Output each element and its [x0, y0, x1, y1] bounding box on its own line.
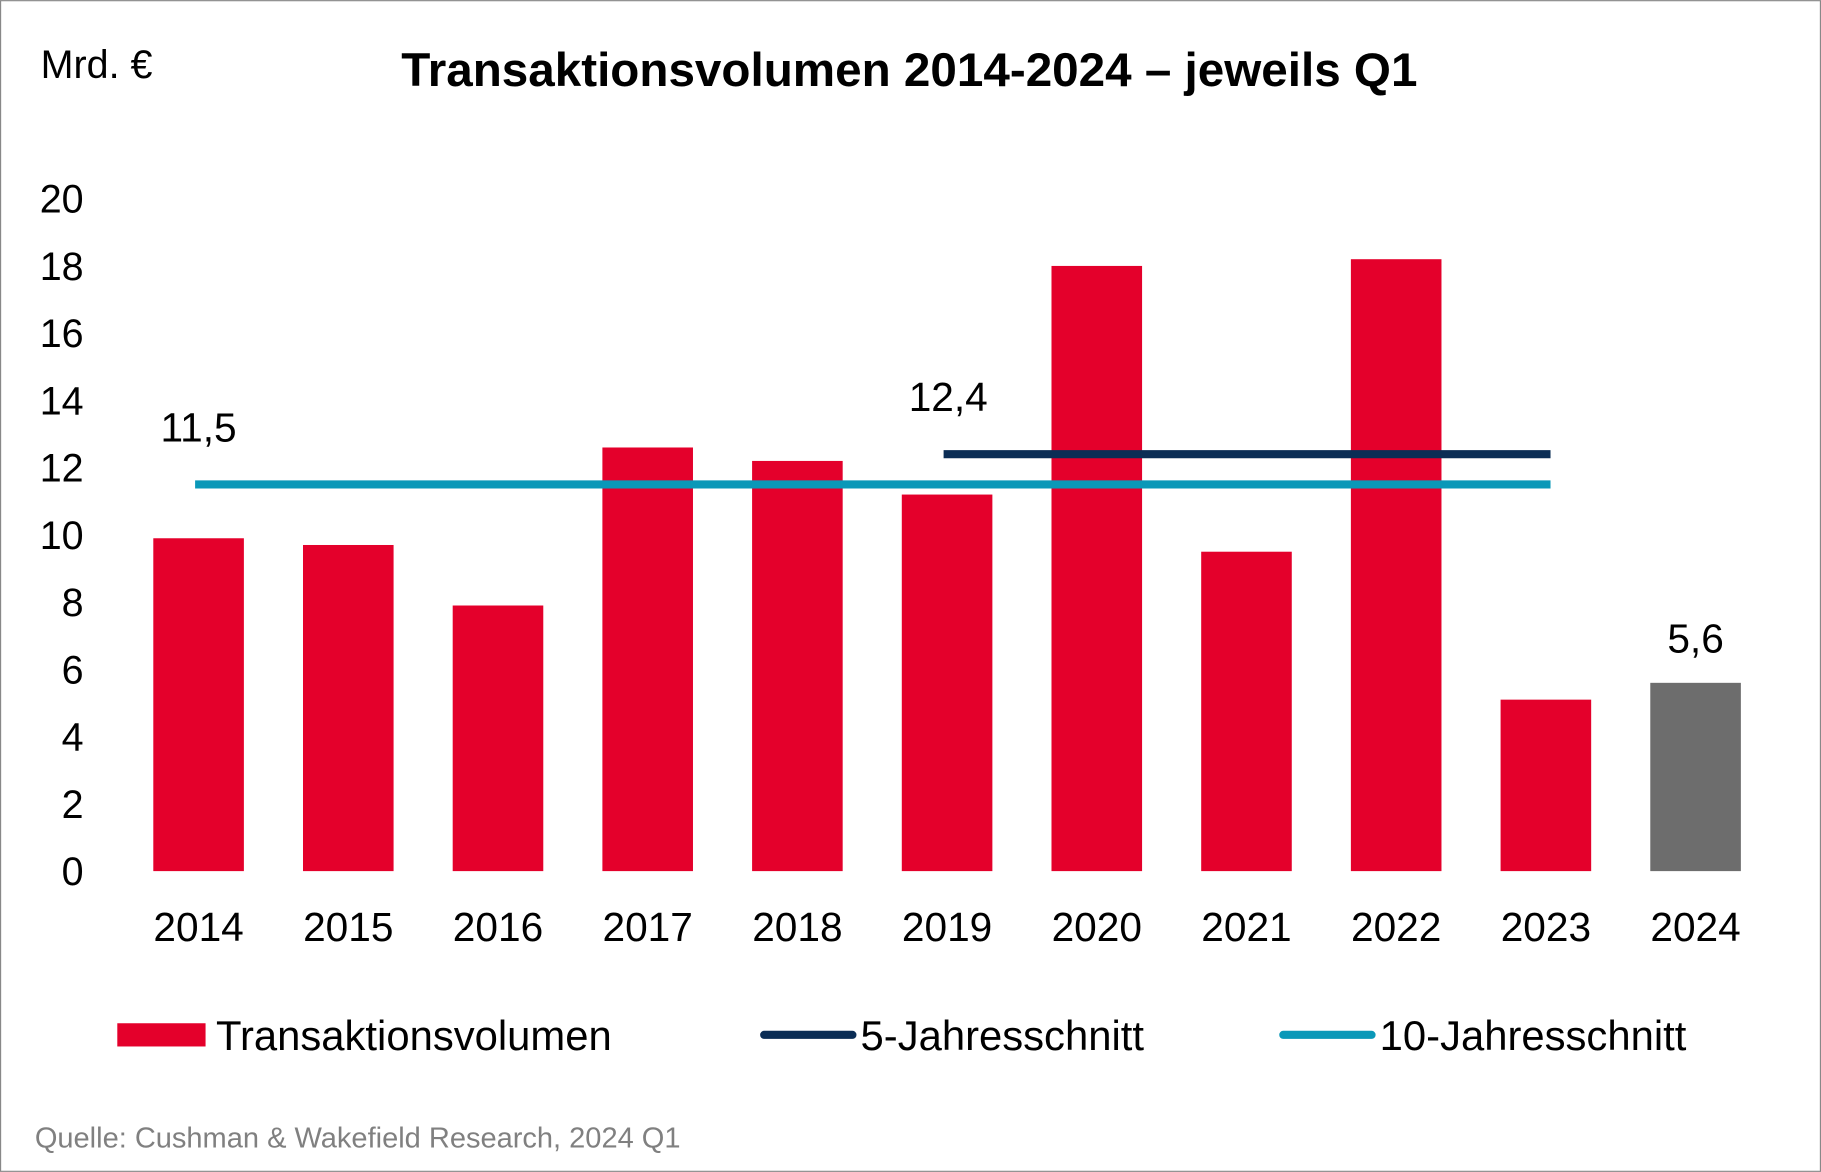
- x-tick-label: 2014: [153, 904, 243, 950]
- legend-swatch-bar: [117, 1023, 206, 1047]
- x-tick-label: 2021: [1201, 904, 1291, 950]
- y-tick-label: 20: [40, 178, 84, 222]
- y-tick-label: 18: [40, 245, 84, 289]
- data-label: 5,6: [1667, 616, 1723, 662]
- x-tick-label: 2016: [453, 904, 543, 950]
- y-tick-label: 0: [62, 850, 84, 894]
- y-tick-label: 2: [62, 783, 84, 827]
- x-tick-label: 2017: [602, 904, 692, 950]
- y-tick-label: 16: [40, 312, 84, 356]
- y-tick-label: 10: [40, 514, 84, 558]
- x-tick-label: 2019: [902, 904, 992, 950]
- bar-2019: [901, 494, 993, 872]
- x-tick-label: 2018: [752, 904, 842, 950]
- y-tick-label: 8: [62, 581, 84, 625]
- x-tick-label: 2020: [1052, 904, 1142, 950]
- x-tick-label: 2022: [1351, 904, 1441, 950]
- bar-2016: [452, 605, 544, 872]
- x-tick-label: 2023: [1501, 904, 1591, 950]
- x-tick-label: 2015: [303, 904, 393, 950]
- bar-2015: [302, 544, 394, 872]
- y-tick-label: 14: [40, 379, 84, 423]
- y-unit-label: Mrd. €: [41, 43, 153, 87]
- bar-2018: [752, 460, 843, 872]
- bar-2024: [1650, 682, 1741, 872]
- bar-2023: [1500, 699, 1592, 872]
- y-tick-label: 12: [40, 447, 84, 491]
- source-note: Quelle: Cushman & Wakefield Research, 20…: [35, 1123, 681, 1155]
- bar-2017: [602, 447, 693, 872]
- data-label: 11,5: [161, 404, 237, 450]
- chart-title: Transaktionsvolumen 2014-2024 – jeweils …: [401, 44, 1417, 97]
- legend-label: 10-Jahresschnitt: [1380, 1012, 1687, 1059]
- bar-2020: [1051, 265, 1143, 872]
- bar-2021: [1201, 551, 1292, 872]
- legend-label: 5-Jahresschnitt: [861, 1012, 1145, 1059]
- data-label: 12,4: [909, 374, 988, 420]
- legend-label: Transaktionsvolumen: [216, 1012, 612, 1059]
- bar-2014: [153, 538, 244, 872]
- x-tick-label: 2024: [1650, 904, 1740, 950]
- y-tick-label: 6: [62, 648, 84, 692]
- bar-2022: [1350, 259, 1442, 872]
- y-tick-label: 4: [62, 716, 84, 760]
